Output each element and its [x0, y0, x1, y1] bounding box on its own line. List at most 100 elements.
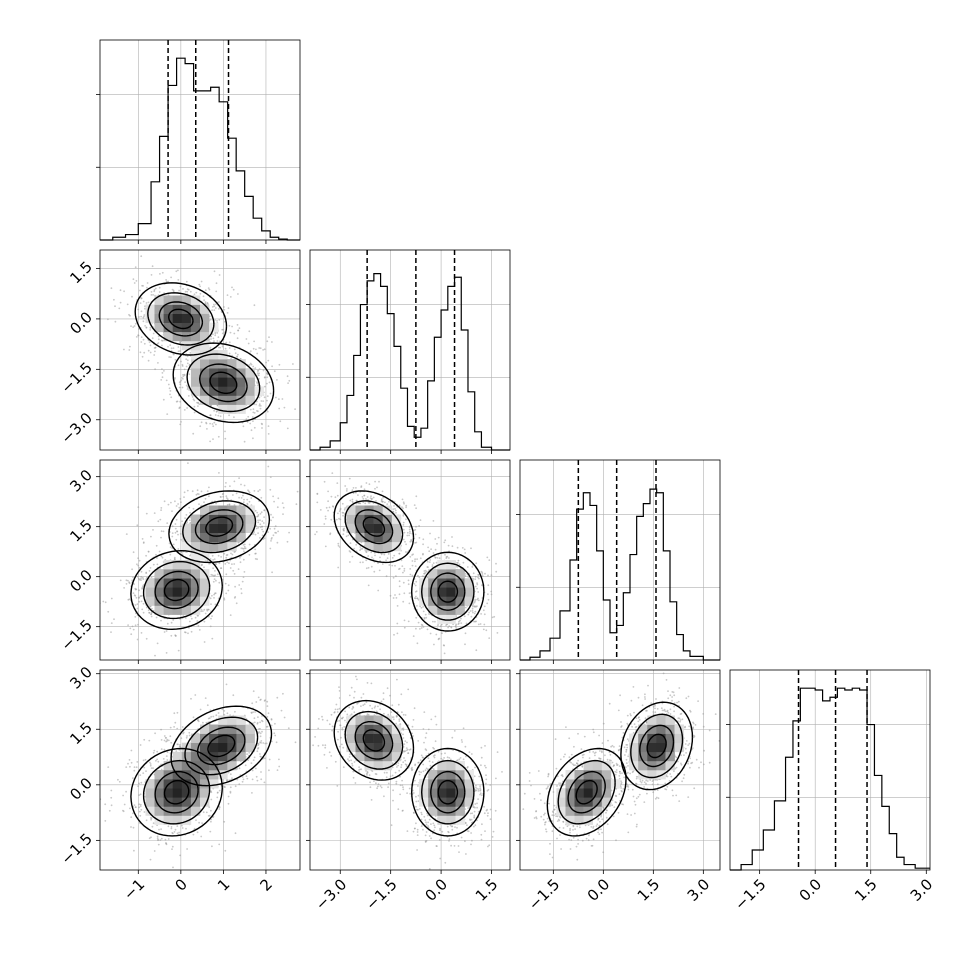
x-tick-label: −1.5: [525, 875, 563, 913]
contour-line: [172, 342, 275, 424]
x-tick-label: 0: [171, 875, 190, 894]
contour-line: [430, 572, 466, 611]
hist-step-1: [310, 273, 510, 451]
contour-line: [154, 570, 199, 610]
hist-panel-0: [96, 39, 301, 244]
x-tick-label: 0.0: [422, 875, 452, 905]
contour-line: [142, 759, 211, 825]
hist-step-3: [730, 687, 930, 871]
y-tick-label: −1.5: [58, 616, 96, 654]
contour-line: [154, 770, 199, 814]
contour-line: [182, 500, 257, 554]
scatter-panel-2-1: [306, 459, 511, 664]
contour-line: [410, 551, 485, 632]
contour-line: [410, 747, 485, 837]
contour-line: [333, 490, 415, 564]
contours: [134, 282, 275, 424]
x-tick-label: 1.5: [634, 875, 664, 905]
scatter-panel-1-0: [96, 249, 301, 454]
x-tick-label: −3.0: [312, 875, 350, 913]
density-blocks: [556, 715, 684, 825]
contour-line: [163, 779, 190, 805]
y-tick-label: 0.0: [66, 566, 96, 596]
contour-line: [567, 770, 606, 814]
hist-panel-3: [726, 669, 931, 874]
y-tick-label: 1.5: [66, 516, 96, 546]
contour-line: [196, 726, 246, 766]
contour-line: [575, 779, 598, 805]
contour-line: [163, 578, 190, 602]
contour-line: [437, 779, 459, 805]
contours: [333, 699, 485, 837]
contour-line: [362, 516, 386, 537]
y-tick-label: 3.0: [66, 663, 96, 693]
panel-frame: [309, 459, 511, 661]
panel-frame: [519, 669, 721, 871]
panel-frame: [519, 459, 721, 661]
contour-line: [205, 516, 234, 537]
contour-line: [430, 770, 466, 814]
contour-line: [344, 500, 404, 554]
y-tick-label: 0.0: [66, 308, 96, 338]
x-tick-label: 1.5: [472, 875, 502, 905]
contour-line: [362, 729, 386, 752]
contour-line: [168, 490, 271, 564]
y-tick-label: 1.5: [66, 719, 96, 749]
x-tick-label: 1: [214, 875, 233, 894]
density-blocks: [145, 505, 255, 615]
y-tick-label: −1.5: [58, 359, 96, 397]
contour-line: [207, 734, 236, 758]
contour-line: [142, 560, 211, 620]
contour-line: [194, 509, 244, 545]
x-tick-label: −1.5: [362, 875, 400, 913]
contour-line: [646, 733, 667, 759]
y-tick-label: −3.0: [58, 409, 96, 447]
contour-line: [186, 353, 261, 413]
x-tick-label: −1.5: [731, 875, 769, 913]
contour-line: [167, 308, 194, 330]
hist-step-0: [100, 57, 300, 241]
density-blocks: [145, 295, 264, 414]
hist-panel-1: [306, 249, 511, 454]
scatter-panel-2-0: [96, 459, 301, 664]
contour-line: [420, 562, 475, 621]
contour-line: [546, 747, 627, 837]
panel-frame: [99, 669, 301, 871]
contour-line: [130, 549, 223, 631]
contour-line: [333, 699, 415, 781]
hist-step-2: [520, 488, 720, 661]
x-tick-label: 2: [257, 875, 276, 894]
y-tick-label: 1.5: [66, 258, 96, 288]
contours: [130, 705, 273, 837]
x-tick-label: −1: [120, 875, 148, 903]
contour-line: [620, 701, 694, 791]
scatter-points: [314, 472, 499, 655]
contour-line: [209, 371, 238, 394]
panel-frame: [99, 249, 301, 451]
panel-frame: [309, 249, 511, 451]
contour-line: [354, 721, 394, 760]
hist-panel-2: [516, 459, 721, 664]
scatter-panel-3-2: [516, 669, 721, 874]
scatter-panel-3-1: [306, 669, 511, 874]
y-tick-label: 3.0: [66, 466, 96, 496]
contour-line: [134, 282, 228, 356]
x-tick-label: 1.5: [851, 875, 881, 905]
panel-frame: [729, 669, 931, 871]
contours: [333, 490, 485, 632]
x-tick-label: 0.0: [584, 875, 614, 905]
scatter-panel-3-0: [96, 669, 301, 874]
contour-line: [557, 759, 616, 825]
x-tick-label: 3.0: [907, 875, 937, 905]
contour-line: [630, 713, 684, 779]
panel-frame: [99, 459, 301, 661]
contour-line: [354, 509, 394, 545]
y-tick-label: −1.5: [58, 830, 96, 868]
contour-line: [184, 716, 259, 776]
contour-line: [170, 705, 273, 787]
contour-line: [158, 301, 204, 337]
contour-line: [147, 292, 215, 346]
contour-line: [437, 580, 459, 603]
contours: [546, 701, 694, 837]
